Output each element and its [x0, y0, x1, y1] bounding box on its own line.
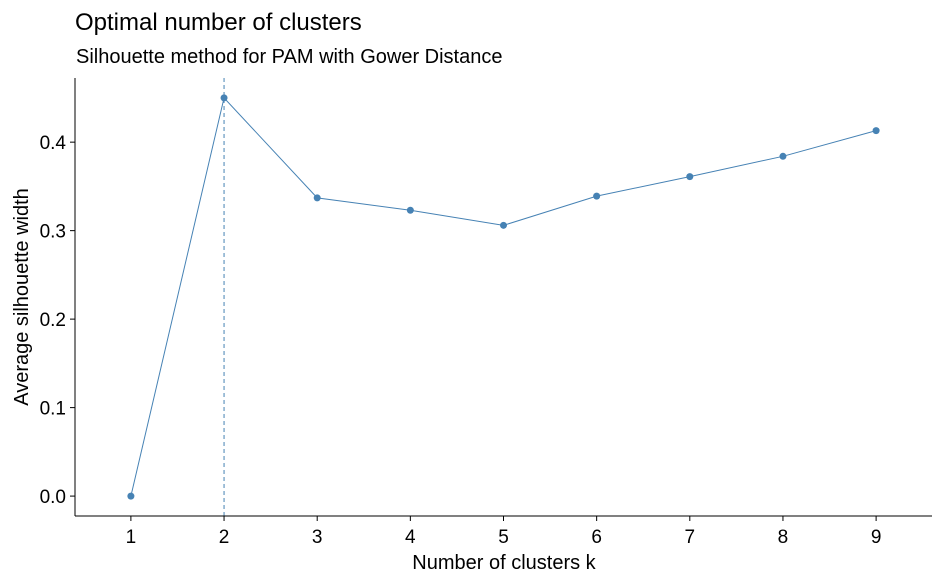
x-tick-label: 2 [219, 527, 230, 548]
x-tick-label: 8 [778, 527, 789, 548]
x-tick-label: 7 [685, 527, 696, 548]
y-tick-label: 0.2 [40, 310, 66, 331]
x-axis-title: Number of clusters k [412, 552, 596, 574]
y-axis-ticks: 0.0 0.1 0.2 0.3 0.4 [40, 133, 75, 508]
data-point [313, 194, 321, 202]
x-tick-label: 6 [591, 527, 602, 548]
x-tick-label: 3 [312, 527, 323, 548]
data-point [500, 221, 507, 229]
y-tick-label: 0.4 [40, 133, 67, 154]
chart-subtitle: Silhouette method for PAM with Gower Dis… [76, 46, 502, 68]
x-tick-label: 1 [126, 527, 137, 548]
y-tick-label: 0.0 [40, 487, 66, 508]
data-point [686, 173, 694, 181]
x-tick-label: 5 [498, 527, 509, 548]
data-point [779, 152, 787, 160]
y-axis-title: Average silhouette width [11, 188, 33, 406]
data-point [220, 94, 228, 102]
series-line [130, 96, 877, 497]
chart-title: Optimal number of clusters [75, 9, 362, 36]
y-tick-label: 0.3 [40, 222, 66, 243]
data-point [872, 127, 880, 135]
data-point [593, 192, 601, 200]
x-tick-label: 4 [405, 527, 416, 548]
x-tick-label: 9 [871, 527, 882, 548]
plot-area [127, 78, 880, 516]
data-point [127, 492, 135, 500]
y-tick-label: 0.1 [40, 399, 66, 420]
x-axis-ticks: 1 2 3 4 5 6 7 8 9 [126, 516, 882, 548]
data-point [406, 206, 414, 214]
